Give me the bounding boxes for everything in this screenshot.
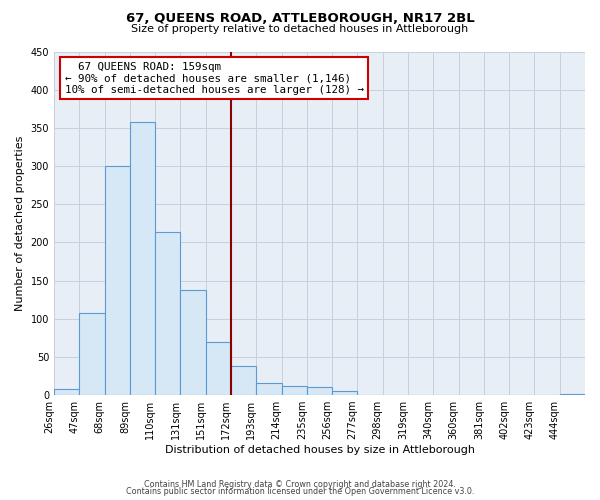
Text: Contains public sector information licensed under the Open Government Licence v3: Contains public sector information licen… (126, 487, 474, 496)
Bar (104, 166, 130, 395)
Bar (281, 386, 307, 395)
Bar (231, 366, 256, 395)
Bar (155, 232, 181, 395)
Bar (307, 388, 332, 395)
Text: Contains HM Land Registry data © Crown copyright and database right 2024.: Contains HM Land Registry data © Crown c… (144, 480, 456, 489)
Y-axis label: Number of detached properties: Number of detached properties (15, 136, 25, 311)
Text: 67 QUEENS ROAD: 159sqm
← 90% of detached houses are smaller (1,146)
10% of semi-: 67 QUEENS ROAD: 159sqm ← 90% of detached… (65, 62, 364, 95)
Bar (206, 342, 231, 395)
Text: 67, QUEENS ROAD, ATTLEBOROUGH, NR17 2BL: 67, QUEENS ROAD, ATTLEBOROUGH, NR17 2BL (125, 12, 475, 26)
Bar (560, 394, 585, 395)
Bar (332, 392, 358, 395)
Bar (256, 383, 281, 395)
Text: Size of property relative to detached houses in Attleborough: Size of property relative to detached ho… (131, 24, 469, 34)
Bar (130, 122, 155, 395)
Bar (54, 389, 79, 395)
Bar (181, 290, 206, 395)
X-axis label: Distribution of detached houses by size in Attleborough: Distribution of detached houses by size … (164, 445, 475, 455)
Bar (79, 312, 104, 395)
